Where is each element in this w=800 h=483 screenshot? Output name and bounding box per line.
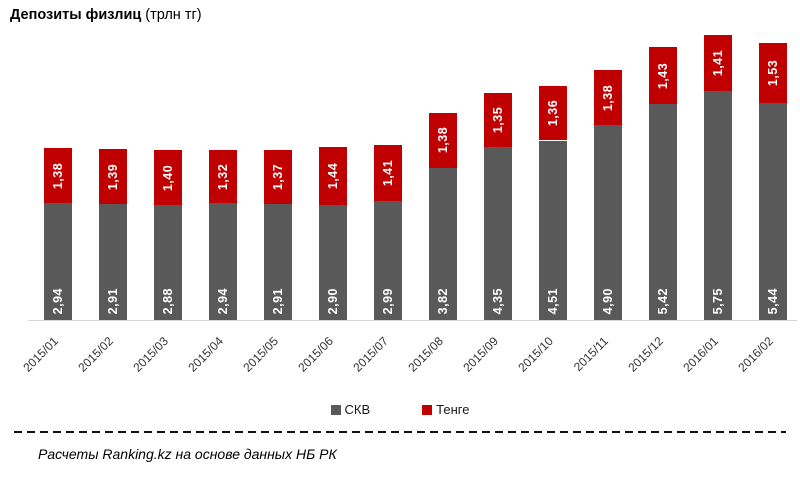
bar-value-label-tenge: 1,35 [490,106,505,134]
x-tick-label: 2015/03 [129,334,171,375]
bar-value-label-tenge: 1,53 [765,59,780,87]
bar-segment-tenge: 1,32 [208,150,237,203]
bar-segment-tenge: 1,53 [758,42,787,104]
bar-value-label-tenge: 1,44 [325,162,340,190]
bar-segment-tenge: 1,43 [648,47,677,105]
bar-segment-tenge: 1,44 [318,147,347,205]
bar-value-label-skv: 2,94 [50,287,65,314]
bar-segment-tenge: 1,41 [373,144,402,201]
bar-segment-skv: 2,91 [98,204,127,320]
bar-value-label-tenge: 1,39 [105,163,120,190]
bar-segment-skv: 4,51 [538,140,567,320]
bar-segment-tenge: 1,36 [538,86,567,141]
bar-segment-skv: 4,90 [593,124,622,320]
bar-value-label-tenge: 1,32 [215,163,230,190]
bar-value-label-skv: 4,90 [600,287,615,314]
bar-segment-tenge: 1,39 [98,148,127,205]
chart-title-units: (трлн тг) [145,7,202,23]
bar-segment-tenge: 1,41 [703,35,732,92]
x-tick-label: 2015/02 [74,334,116,375]
bar-segment-skv: 2,94 [208,202,237,320]
bar-value-label-tenge: 1,43 [655,62,670,89]
legend-item-tenge: Тенге [422,402,469,417]
bar-value-label-skv: 2,99 [380,287,395,314]
bar-value-label-tenge: 1,40 [160,164,175,191]
legend-item-skv: СКВ [330,402,371,417]
bar-value-label-skv: 3,82 [435,287,450,314]
bar-value-label-skv: 2,90 [325,287,340,314]
x-tick-label: 2015/07 [349,334,391,375]
bar-value-label-skv: 5,44 [765,287,780,314]
bar-value-label-skv: 5,75 [710,287,725,314]
x-tick-label: 2015/08 [404,334,446,375]
bar-segment-tenge: 1,37 [263,149,292,205]
legend-swatch-skv [330,404,341,415]
bar-segment-skv: 2,90 [318,204,347,320]
bar-value-label-tenge: 1,36 [545,100,560,127]
chart-title-text: Депозиты физлиц [10,7,142,23]
x-tick-label: 2015/05 [239,334,281,375]
x-tick-label: 2015/01 [19,334,61,375]
legend-swatch-tenge [422,404,433,415]
bar-segment-skv: 2,91 [263,204,292,320]
bar-segment-skv: 5,44 [758,103,787,320]
x-tick-label: 2015/06 [294,334,336,375]
x-tick-label: 2015/09 [459,334,501,375]
bar-segment-skv: 5,75 [703,91,732,320]
bar-segment-skv: 5,42 [648,104,677,320]
legend-label-tenge: Тенге [436,402,470,417]
x-tick-label: 2015/04 [184,334,226,375]
bar-value-label-skv: 2,94 [215,287,230,314]
bar-segment-skv: 2,88 [153,205,182,320]
bar-value-label-tenge: 1,41 [380,159,395,187]
bar-value-label-tenge: 1,38 [50,162,65,189]
footer-source-note: Расчеты Ranking.kz на основе данных НБ Р… [38,446,337,462]
bar-value-label-tenge: 1,38 [600,84,615,111]
legend-label-skv: СКВ [344,402,371,417]
bar-segment-tenge: 1,38 [43,148,72,203]
bar-segment-skv: 4,35 [483,146,512,320]
bar-value-label-tenge: 1,37 [270,163,285,191]
x-axis-line [28,320,797,321]
divider-dashed-line [14,431,786,433]
x-tick-label: 2015/11 [570,334,611,375]
bar-segment-skv: 2,94 [43,202,72,320]
bar-value-label-skv: 2,88 [160,287,175,314]
bar-value-label-skv: 2,91 [270,287,285,314]
bar-segment-skv: 3,82 [428,167,457,320]
bar-segment-tenge: 1,40 [153,149,182,206]
bar-segment-skv: 2,99 [373,200,402,320]
x-tick-label: 2016/02 [734,334,776,375]
bar-value-label-skv: 4,35 [490,287,505,314]
legend: СКВ Тенге [0,402,800,417]
bar-segment-tenge: 1,38 [593,70,622,125]
x-tick-label: 2015/10 [514,334,556,375]
bar-segment-tenge: 1,35 [483,93,512,147]
x-tick-label: 2016/01 [679,334,721,375]
chart-title: Депозиты физлиц (трлн тг) [10,7,202,23]
bar-value-label-skv: 2,91 [105,287,120,314]
bar-segment-tenge: 1,38 [428,113,457,168]
bar-value-label-skv: 5,42 [655,287,670,314]
bar-value-label-tenge: 1,41 [710,49,725,77]
bar-value-label-skv: 4,51 [545,287,560,314]
bar-value-label-tenge: 1,38 [435,127,450,154]
x-tick-label: 2015/12 [624,334,666,375]
